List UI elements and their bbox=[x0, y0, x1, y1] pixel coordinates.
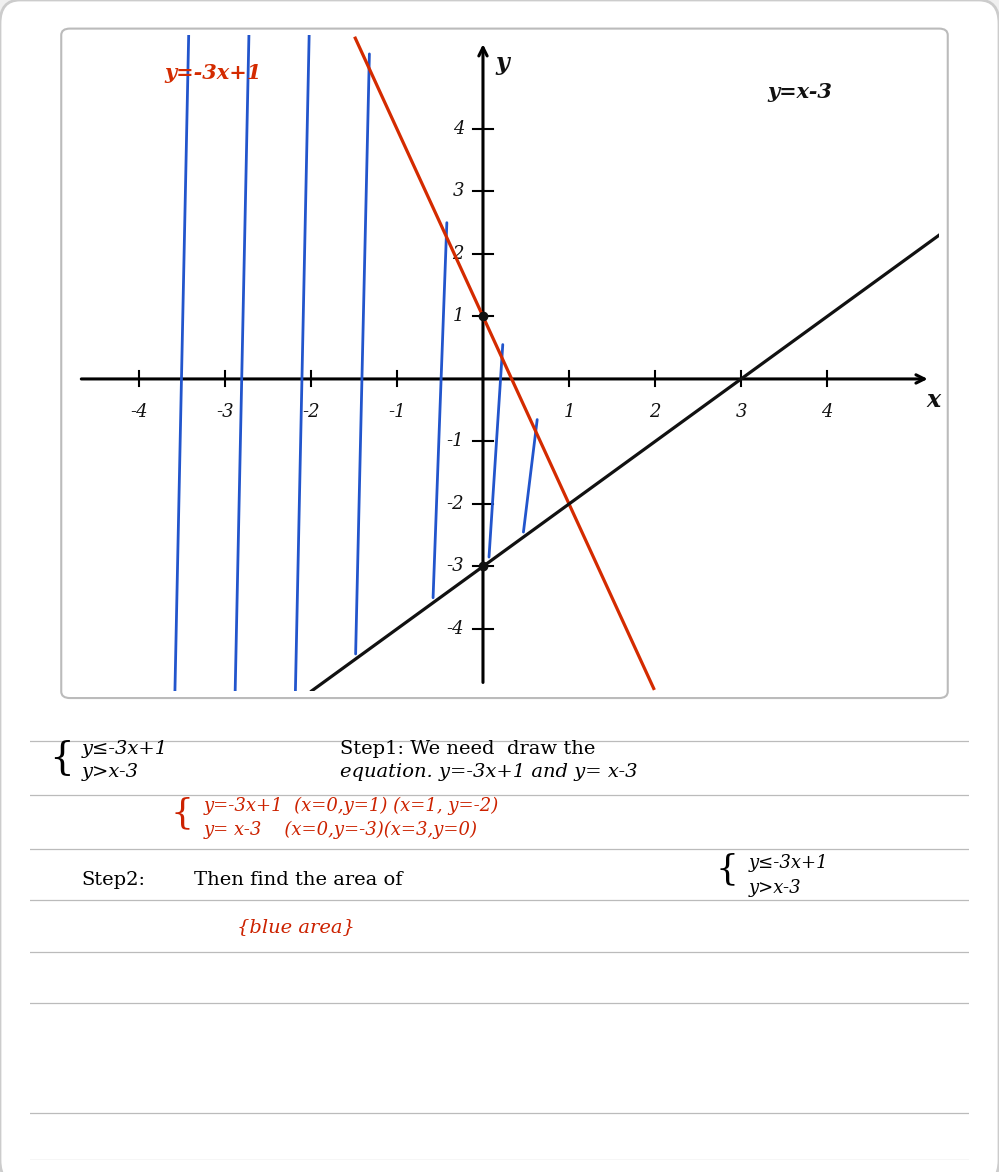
Text: y>x-3: y>x-3 bbox=[82, 763, 139, 781]
Text: 1: 1 bbox=[453, 307, 465, 326]
Text: -3: -3 bbox=[216, 403, 234, 421]
Text: -4: -4 bbox=[447, 620, 465, 638]
Text: y>x-3: y>x-3 bbox=[748, 879, 801, 898]
Text: y≤-3x+1: y≤-3x+1 bbox=[748, 853, 828, 872]
Text: -3: -3 bbox=[447, 558, 465, 575]
FancyBboxPatch shape bbox=[61, 28, 948, 699]
Text: Step2:: Step2: bbox=[82, 871, 146, 888]
Text: {: { bbox=[715, 852, 738, 887]
Text: y: y bbox=[496, 50, 508, 75]
Text: Then find the area of: Then find the area of bbox=[194, 871, 403, 888]
Text: 3: 3 bbox=[453, 183, 465, 200]
Text: 2: 2 bbox=[649, 403, 660, 421]
Text: y=x-3: y=x-3 bbox=[767, 82, 832, 102]
Text: 2: 2 bbox=[453, 245, 465, 263]
Text: 4: 4 bbox=[821, 403, 833, 421]
Text: 1: 1 bbox=[563, 403, 574, 421]
Text: 4: 4 bbox=[453, 120, 465, 138]
Text: 3: 3 bbox=[735, 403, 747, 421]
Text: equation. y=-3x+1 and y= x-3: equation. y=-3x+1 and y= x-3 bbox=[340, 763, 637, 781]
Text: Step1: We need  draw the: Step1: We need draw the bbox=[340, 740, 595, 757]
Text: y=-3x+1: y=-3x+1 bbox=[165, 63, 262, 83]
Text: x: x bbox=[926, 388, 940, 413]
Text: {blue area}: {blue area} bbox=[237, 918, 355, 935]
Text: -4: -4 bbox=[130, 403, 148, 421]
Text: y=-3x+1  (x=0,y=1) (x=1, y=-2): y=-3x+1 (x=0,y=1) (x=1, y=-2) bbox=[204, 797, 499, 816]
Text: {: { bbox=[171, 796, 194, 831]
Text: -1: -1 bbox=[389, 403, 406, 421]
Text: -2: -2 bbox=[447, 495, 465, 513]
Text: {: { bbox=[49, 740, 74, 777]
Text: y= x-3    (x=0,y=-3)(x=3,y=0): y= x-3 (x=0,y=-3)(x=3,y=0) bbox=[204, 820, 478, 839]
Text: y≤-3x+1: y≤-3x+1 bbox=[82, 740, 168, 757]
Text: -1: -1 bbox=[447, 432, 465, 450]
Text: -2: -2 bbox=[302, 403, 320, 421]
